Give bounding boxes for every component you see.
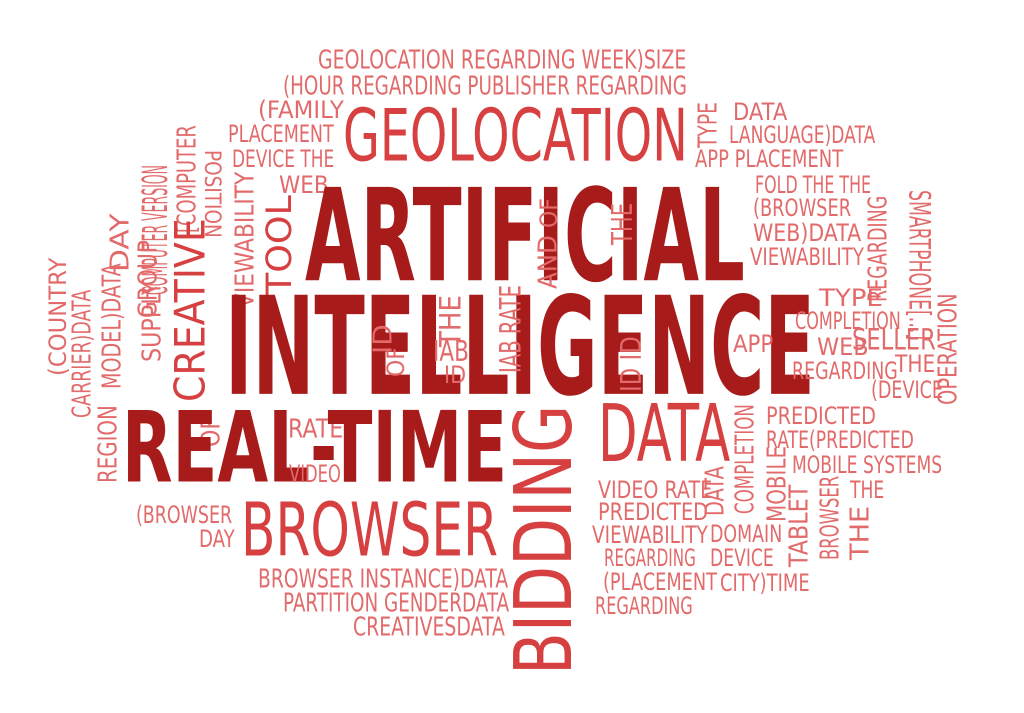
word-75: CITY)TIME bbox=[720, 568, 810, 597]
word-53: RATE) bbox=[288, 414, 352, 444]
word-17: ARTIFICIAL bbox=[305, 161, 745, 311]
word-33: CARRIER)DATA bbox=[67, 289, 97, 418]
word-65: PREDICTED bbox=[598, 497, 708, 526]
word-51: REGION bbox=[93, 405, 123, 483]
word-37: IAB bbox=[433, 335, 469, 369]
word-76: REGARDING bbox=[595, 591, 693, 620]
word-81: PARTITION GENDERDATA bbox=[283, 588, 510, 618]
word-40: ID ID bbox=[615, 336, 649, 392]
word-38: IAB RATE bbox=[492, 284, 528, 373]
word-41: OF bbox=[381, 347, 410, 377]
word-70: THE bbox=[845, 505, 875, 560]
word-26: SMARTPHONE[...] bbox=[902, 190, 938, 341]
word-56: BIDDING bbox=[497, 404, 591, 675]
word-23: WEB)DATA bbox=[753, 218, 862, 247]
word-78: DAY bbox=[199, 524, 235, 553]
word-4: PLACEMENT bbox=[228, 119, 334, 148]
word-77: (BROWSER bbox=[136, 500, 233, 529]
word-9: LANGUAGE)DATA bbox=[729, 120, 876, 149]
word-72: REGARDING bbox=[604, 543, 696, 572]
word-34: INTELLIGENCE bbox=[225, 268, 815, 427]
word-32: SUPPLY bbox=[137, 281, 167, 362]
word-7: TYPE bbox=[693, 102, 723, 148]
word-2: (HOUR REGARDING PUBLISHER REGARDING bbox=[283, 71, 687, 101]
word-48: THE bbox=[895, 349, 936, 378]
word-59: PREDICTED bbox=[766, 401, 876, 430]
word-69: BROWSER bbox=[815, 475, 845, 560]
word-43: TYPE bbox=[819, 283, 883, 312]
word-19: THE bbox=[606, 202, 640, 245]
word-73: DEVICE bbox=[710, 543, 774, 572]
word-68: TABLET bbox=[784, 484, 814, 567]
word-62: MOBILE SYSTEMS bbox=[792, 450, 943, 479]
word-45: WEB bbox=[817, 332, 869, 361]
word-64: VIDEO RATE bbox=[598, 475, 713, 504]
word-8: DATA bbox=[733, 97, 788, 126]
word-24: VIEWABILITY bbox=[750, 242, 864, 271]
word-39: ID bbox=[444, 360, 467, 389]
word-60: RATE(PREDICTED bbox=[766, 425, 914, 454]
word-71: DATA bbox=[700, 466, 730, 516]
word-1: GEOLOCATION REGARDING WEEK)SIZE bbox=[318, 45, 687, 75]
word-66: VIEWABILITY bbox=[592, 520, 708, 549]
word-50: OPERATION bbox=[933, 293, 963, 405]
word-14: WEB bbox=[279, 170, 329, 199]
word-22: (BROWSER bbox=[753, 193, 852, 222]
word-5: DEVICE THE bbox=[232, 144, 335, 173]
word-3: (FAMILY bbox=[258, 95, 344, 124]
word-74: (PLACEMENT bbox=[603, 567, 717, 596]
word-58: COMPLETION bbox=[730, 404, 760, 514]
word-10: APP PLACEMENT bbox=[695, 144, 844, 173]
word-57: DATA bbox=[598, 387, 731, 481]
word-21: FOLD THE THE bbox=[755, 170, 872, 199]
word-31: MODEL)DATA bbox=[97, 263, 127, 389]
word-44: COMPLETION bbox=[795, 306, 901, 335]
word-82: CREATIVESDATA bbox=[353, 612, 505, 642]
word-49: (DEVICE bbox=[871, 375, 944, 404]
word-55: VIDEO bbox=[289, 459, 341, 488]
word-63: THE bbox=[850, 475, 885, 504]
word-80: BROWSER INSTANCE)DATA bbox=[258, 564, 509, 594]
word-6: GEOLOCATION bbox=[343, 93, 688, 178]
word-67: DOMAIN bbox=[710, 519, 783, 548]
word-46: SELLER bbox=[852, 321, 936, 357]
word-29: CREATIVE bbox=[165, 218, 216, 402]
word-54: REAL-TIME bbox=[122, 391, 508, 506]
word-11: [COMPUTER bbox=[172, 125, 202, 233]
word-47: REGARDING bbox=[792, 356, 898, 385]
word-42: APP bbox=[733, 329, 774, 358]
word-18: OF bbox=[534, 198, 563, 228]
word-79: BROWSER bbox=[241, 487, 498, 574]
